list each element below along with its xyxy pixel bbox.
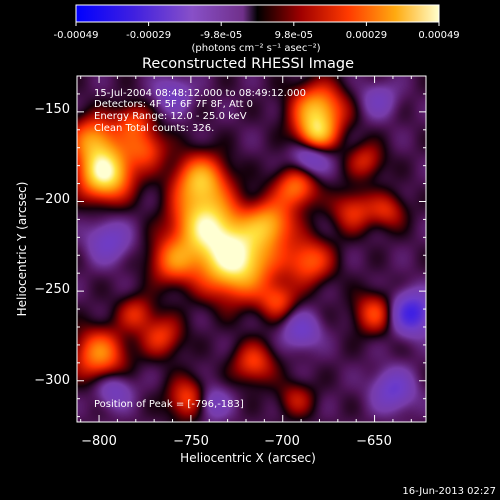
colorbar-tick-label: 9.8e-05 xyxy=(275,30,313,41)
y-tick-label: −150 xyxy=(34,102,70,117)
colorbar xyxy=(75,4,440,23)
footer-timestamp: 16-Jun-2013 02:27 xyxy=(402,486,496,497)
x-axis-label: Heliocentric X (arcsec) xyxy=(180,451,316,465)
annotation-total-counts: Clean Total counts: 326. xyxy=(94,123,214,134)
x-tick-label: −700 xyxy=(264,434,300,449)
y-tick-label: −250 xyxy=(34,282,70,297)
chart-title: Reconstructed RHESSI Image xyxy=(142,56,354,72)
y-tick-label: −300 xyxy=(34,373,70,388)
heatmap-image xyxy=(77,76,426,422)
x-tick-label: −800 xyxy=(81,434,117,449)
colorbar-units-label: (photons cm⁻² s⁻¹ asec⁻²) xyxy=(191,43,320,54)
colorbar-tick-label: -9.8e-05 xyxy=(200,30,242,41)
x-tick-label: −650 xyxy=(356,434,392,449)
y-axis-label: Heliocentric Y (arcsec) xyxy=(15,182,29,317)
annotation-time-range: 15-Jul-2004 08:48:12.000 to 08:49:12.000 xyxy=(94,88,306,99)
colorbar-tick-label: -0.00049 xyxy=(54,30,99,41)
peak-position-label: Position of Peak = [-796,-183] xyxy=(94,399,244,410)
colorbar-ticks: -0.00049 -0.00029 -9.8e-05 9.8e-05 0.00029 0.… xyxy=(54,22,460,41)
colorbar-tick-label: 0.00049 xyxy=(418,30,459,41)
x-tick-label: −750 xyxy=(173,434,209,449)
colorbar-tick-label: 0.00029 xyxy=(346,30,387,41)
y-tick-label: −200 xyxy=(34,192,70,207)
annotation-energy-range: Energy Range: 12.0 - 25.0 keV xyxy=(94,111,247,122)
colorbar-tick-label: -0.00029 xyxy=(126,30,171,41)
annotation-detectors: Detectors: 4F 5F 6F 7F 8F, Att 0 xyxy=(94,99,253,110)
axis-ticks xyxy=(77,75,426,422)
plot-frame xyxy=(76,75,427,423)
